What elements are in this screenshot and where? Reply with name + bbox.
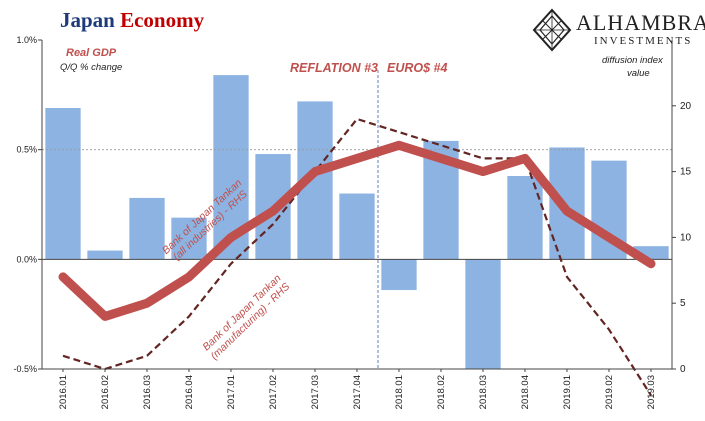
x-tick-label: 2019.03: [646, 375, 657, 409]
gdp-bar: [465, 259, 501, 369]
title-part2: Economy: [120, 8, 205, 32]
logo-name: ALHAMBRA: [576, 10, 705, 35]
gdp-bar: [381, 259, 417, 291]
left-tick-label: 0.5%: [16, 145, 37, 155]
alhambra-logo: ALHAMBRA INVESTMENTS: [532, 8, 705, 52]
tankan-lines: [58, 117, 656, 396]
tankan-all-industries-line: [58, 140, 656, 321]
right-tick-label: 15: [680, 167, 692, 178]
x-tick-label: 2019.02: [604, 375, 615, 409]
x-tick-label: 2017.01: [226, 375, 237, 409]
x-tick-label: 2018.02: [436, 375, 447, 409]
reflation-annotation: REFLATION #3: [290, 61, 378, 75]
x-tick-label: 2016.04: [184, 375, 195, 409]
bar-series-gdp: [45, 75, 669, 369]
page-title: Japan Economy: [60, 8, 204, 33]
gdp-series-label: Real GDP: [66, 47, 117, 59]
tankan-manufacturing-line: [62, 117, 652, 396]
rhs-axis-title-line1: diffusion index: [602, 55, 663, 66]
gdp-units-label: Q/Q % change: [60, 62, 123, 73]
left-tick-label: 0.0%: [16, 254, 37, 264]
gdp-bar: [45, 107, 81, 260]
x-tick-label: 2017.04: [352, 375, 363, 409]
right-tick-label: 5: [680, 298, 686, 309]
x-tick-label: 2016.01: [58, 375, 69, 409]
right-tick-label: 0: [680, 364, 686, 375]
gdp-bar: [339, 193, 375, 260]
gdp-bar: [549, 147, 585, 260]
diamond-lattice-icon: [532, 8, 572, 52]
right-tick-label: 10: [680, 232, 692, 243]
x-tick-label: 2018.03: [478, 375, 489, 409]
title-part1: Japan: [60, 8, 115, 32]
axes: 1.0% 0.5% 0.0% -0.5% 0 5 10 15 20 2016.01 2016.02 2…: [13, 35, 691, 409]
x-tick-label: 2017.03: [310, 375, 321, 409]
rhs-axis-title-line2: value: [627, 68, 650, 79]
x-tick-label: 2017.02: [268, 375, 279, 409]
x-tick-label: 2018.01: [394, 375, 405, 409]
x-tick-label: 2016.03: [142, 375, 153, 409]
gdp-bar: [171, 217, 207, 260]
x-tick-label: 2018.04: [520, 375, 531, 409]
left-tick-label: -0.5%: [13, 364, 37, 374]
x-tick-label: 2016.02: [100, 375, 111, 409]
gdp-bar: [507, 175, 543, 260]
logo-subtitle: INVESTMENTS: [594, 35, 693, 47]
gdp-bar: [87, 250, 123, 260]
right-tick-label: 20: [680, 101, 692, 112]
euro-annotation: EURO$ #4: [387, 61, 448, 75]
left-tick-label: 1.0%: [16, 35, 37, 45]
gridlines: [42, 70, 672, 369]
x-tick-label: 2019.01: [562, 375, 573, 409]
gdp-bar: [129, 197, 165, 260]
